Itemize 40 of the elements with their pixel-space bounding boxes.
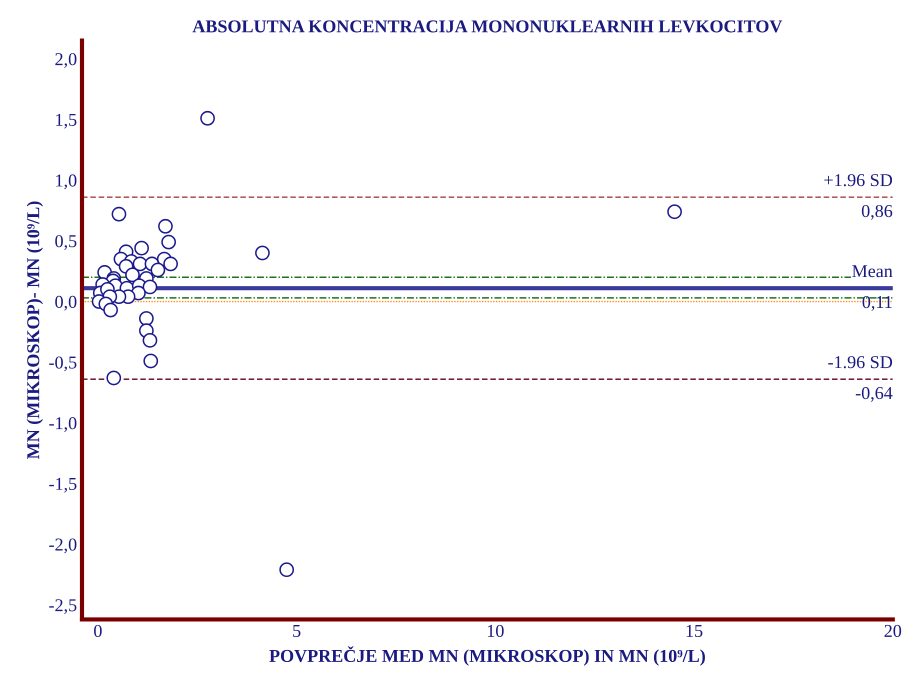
y-tick-label: -2,0 (49, 538, 76, 554)
x-tick-label: 20 (884, 624, 902, 638)
chart-title: ABSOLUTNA KONCENTRACIJA MONONUKLEARNIH LEVKOCITOV (192, 20, 782, 33)
x-tick-label: 5 (293, 625, 300, 638)
point (158, 218, 173, 234)
y-tick-label: -2,5 (49, 599, 76, 614)
x-axis-title: POVPREČJE MED MN (MIKROSKOP) IN MN (10⁹/L) (269, 646, 705, 666)
annotation: 0,11 (862, 296, 892, 311)
point (667, 204, 682, 220)
point (163, 256, 178, 272)
y-tick-label: 0,5 (55, 235, 76, 250)
y-tick-label: -1,5 (49, 478, 76, 493)
point (143, 354, 158, 368)
y-tick-label: -0,5 (49, 356, 76, 372)
point (112, 206, 126, 222)
point (150, 262, 166, 278)
x-tick-label: 0 (94, 624, 102, 638)
point (279, 562, 294, 578)
y-tick-label: 1,0 (56, 174, 76, 190)
x-tick-label: 15 (686, 624, 702, 638)
point (103, 302, 118, 318)
annotation: 0,86 (862, 204, 892, 220)
ref-line-label: +1.96 SD (824, 174, 892, 186)
point (142, 280, 158, 294)
y-tick-label: 1,5 (56, 114, 76, 129)
y-tick-label: 0,0 (55, 296, 76, 311)
ref-line-label: Mean (852, 265, 893, 278)
y-axis-title: MN (MIKROSKOP)- MN (10⁹/L) (26, 202, 43, 460)
x-tick-label: 10 (488, 624, 504, 638)
point (142, 333, 158, 348)
y-tick-label: -1,0 (49, 417, 76, 432)
point (161, 234, 176, 250)
annotation: -0,64 (856, 386, 892, 402)
point (255, 246, 270, 260)
ref-line-label: -1.96 SD (828, 356, 892, 368)
point (125, 267, 140, 282)
point (200, 110, 215, 126)
point (134, 240, 149, 256)
y-tick-label: 2,0 (55, 53, 76, 68)
point (106, 370, 122, 386)
